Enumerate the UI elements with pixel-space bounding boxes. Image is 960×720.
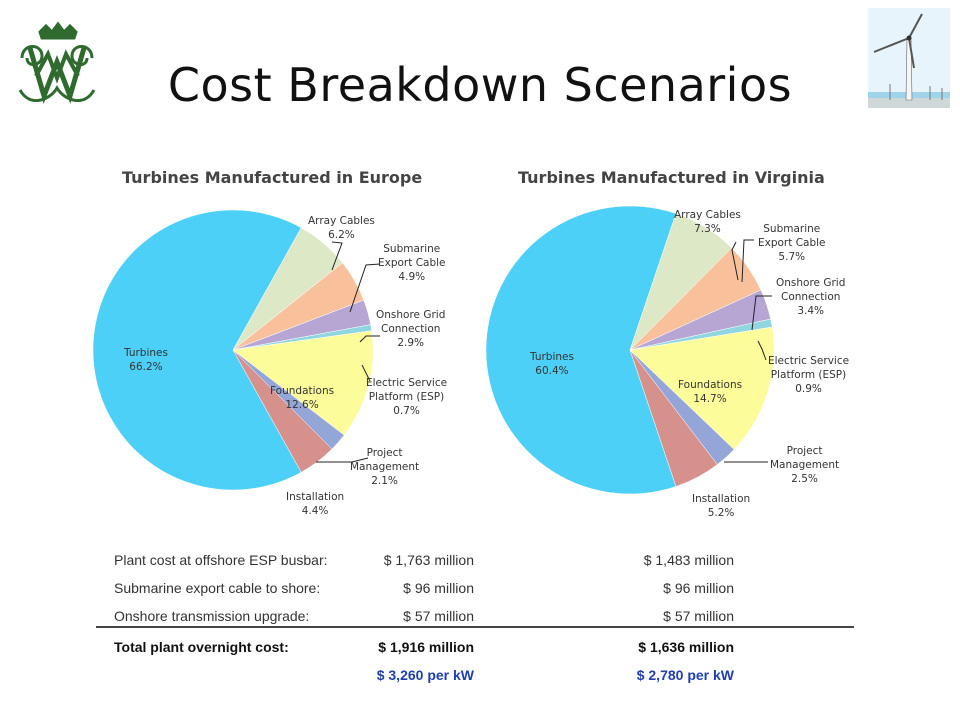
label-europe-onshore: Onshore Grid Connection 2.9% <box>376 309 446 349</box>
label-europe-foundations: Foundations 12.6% <box>270 385 335 411</box>
label-europe-array-cables: Array Cables 6.2% <box>308 215 375 241</box>
chart-title-virginia: Turbines Manufactured in Virginia <box>518 168 825 187</box>
table-divider <box>96 626 854 628</box>
row-label-total: Total plant overnight cost: <box>114 639 289 655</box>
row-label-submarine-cable: Submarine export cable to shore: <box>114 580 321 596</box>
label-virginia-installation: Installation 5.2% <box>692 493 751 519</box>
label-europe-project-management: Project Management 2.1% <box>350 447 420 487</box>
label-virginia-submarine: Submarine Export Cable 5.7% <box>758 223 826 263</box>
wm-cypher-logo <box>18 21 96 104</box>
label-europe-submarine: Submarine Export Cable 4.9% <box>378 243 446 283</box>
pie-chart-europe <box>92 209 374 491</box>
label-virginia-turbines: Turbines 60.4% <box>530 351 574 377</box>
row-label-plant-cost: Plant cost at offshore ESP busbar: <box>114 552 328 568</box>
europe-slice-foundations <box>232 330 374 436</box>
virginia-slice-installation <box>629 349 718 487</box>
chart-title-europe: Turbines Manufactured in Europe <box>122 168 423 187</box>
value-europe-plant-cost: $ 1,763 million <box>383 552 474 568</box>
pie-chart-virginia <box>485 205 775 495</box>
value-virginia-plant-cost: $ 1,483 million <box>643 552 734 568</box>
value-virginia-submarine-cable: $ 96 million <box>663 580 734 596</box>
label-europe-installation: Installation 4.4% <box>286 491 345 517</box>
virginia-slice-turbines <box>485 205 677 495</box>
slide-title: Cost Breakdown Scenarios <box>167 58 793 112</box>
label-virginia-project-management: Project Management 2.5% <box>770 445 840 485</box>
wind-turbine-image <box>868 8 950 108</box>
value-europe-onshore-upgrade: $ 57 million <box>403 608 474 624</box>
label-europe-esp: Electric Service Platform (ESP) 0.7% <box>366 377 448 417</box>
label-virginia-onshore: Onshore Grid Connection 3.4% <box>776 277 846 317</box>
value-europe-per-kw: $ 3,260 per kW <box>376 667 474 683</box>
label-virginia-array-cables: Array Cables 7.3% <box>674 209 741 235</box>
row-label-onshore-upgrade: Onshore transmission upgrade: <box>114 608 310 624</box>
virginia-slice-foundations <box>629 326 775 450</box>
value-virginia-onshore-upgrade: $ 57 million <box>663 608 734 624</box>
label-virginia-esp: Electric Service Platform (ESP) 0.9% <box>768 355 850 395</box>
label-europe-turbines: Turbines 66.2% <box>124 347 168 373</box>
value-virginia-total: $ 1,636 million <box>638 639 734 655</box>
value-europe-total: $ 1,916 million <box>378 639 474 655</box>
value-europe-submarine-cable: $ 96 million <box>403 580 474 596</box>
value-virginia-per-kw: $ 2,780 per kW <box>636 667 734 683</box>
label-virginia-foundations: Foundations 14.7% <box>678 379 743 405</box>
europe-slice-turbines <box>92 209 302 491</box>
